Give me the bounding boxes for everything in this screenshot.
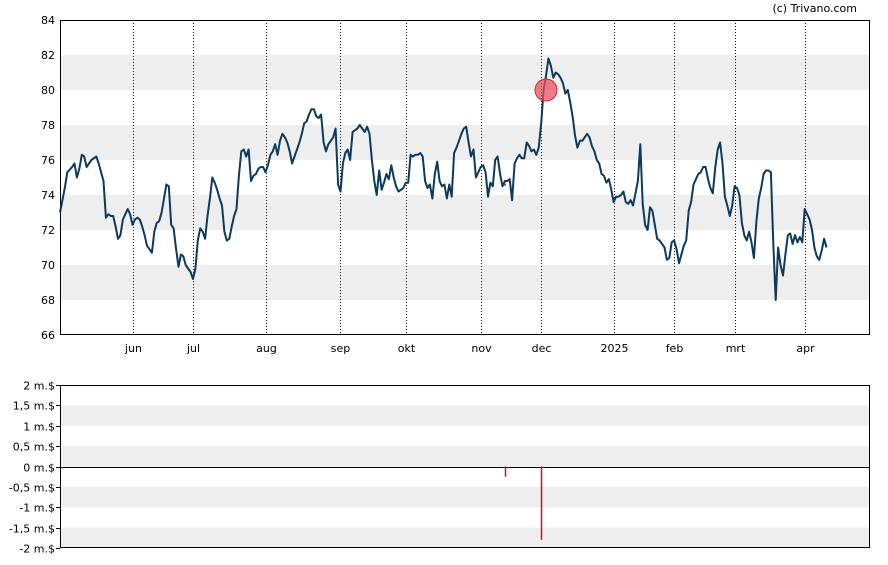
y-tick-label: 1,5 m.$ (13, 400, 55, 413)
grid-band (60, 527, 870, 548)
y-tick-label: 66 (41, 329, 55, 342)
x-tick-label: 2025 (601, 342, 629, 355)
y-tick-label: 72 (41, 224, 55, 237)
x-tick-label: jul (186, 342, 200, 355)
y-tick-label: -0,5 m.$ (9, 482, 55, 495)
y-tick-label: -1 m.$ (19, 502, 55, 515)
flow-panel: 2 m.$ 1,5 m.$ 1 m.$ 0,5 m.$ 0 m.$ -0,5 m.$ -1 … (9, 380, 870, 556)
x-tick-label: apr (796, 342, 815, 355)
y-tick-label: 74 (41, 189, 55, 202)
x-tick-label: nov (471, 342, 492, 355)
grid-band (60, 446, 870, 467)
x-tick-label: okt (398, 342, 416, 355)
price-panel: jun jul aug sep okt nov dec 2025 feb mrt apr 66 68 70… (41, 14, 870, 355)
y-tick-label: 0,5 m.$ (13, 441, 55, 454)
x-tick-label: jun (124, 342, 142, 355)
y-tick-label: 84 (41, 14, 55, 27)
grid-band (60, 55, 870, 90)
grid-band (60, 195, 870, 230)
y-tick-label: 68 (41, 294, 55, 307)
grid-band (60, 405, 870, 426)
y-tick-label: 80 (41, 84, 55, 97)
y-tick-label: 78 (41, 119, 55, 132)
grid-band (60, 125, 870, 160)
x-tick-label: mrt (726, 342, 746, 355)
x-tick-label: dec (532, 342, 552, 355)
y-tick-label: 2 m.$ (23, 380, 55, 393)
credit-label: (c) Trivano.com (772, 2, 857, 15)
y-tick-label: 70 (41, 259, 55, 272)
y-tick-label: -2 m.$ (19, 543, 55, 556)
plot-frame (60, 385, 870, 548)
event-marker-small (503, 183, 507, 186)
price-line (59, 57, 828, 301)
grid-band (60, 486, 870, 508)
y-tick-label: -1,5 m.$ (9, 523, 55, 536)
x-tick-label: aug (256, 342, 277, 355)
y-tick-label: 0 m.$ (23, 462, 55, 475)
grid-band (60, 265, 870, 300)
y-tick-label: 76 (41, 154, 55, 167)
x-tick-label: feb (666, 342, 684, 355)
y-tick-label: 82 (41, 49, 55, 62)
event-marker (534, 78, 558, 102)
x-tick-label: sep (331, 342, 350, 355)
y-tick-label: 1 m.$ (23, 421, 55, 434)
plot-frame (60, 20, 870, 335)
